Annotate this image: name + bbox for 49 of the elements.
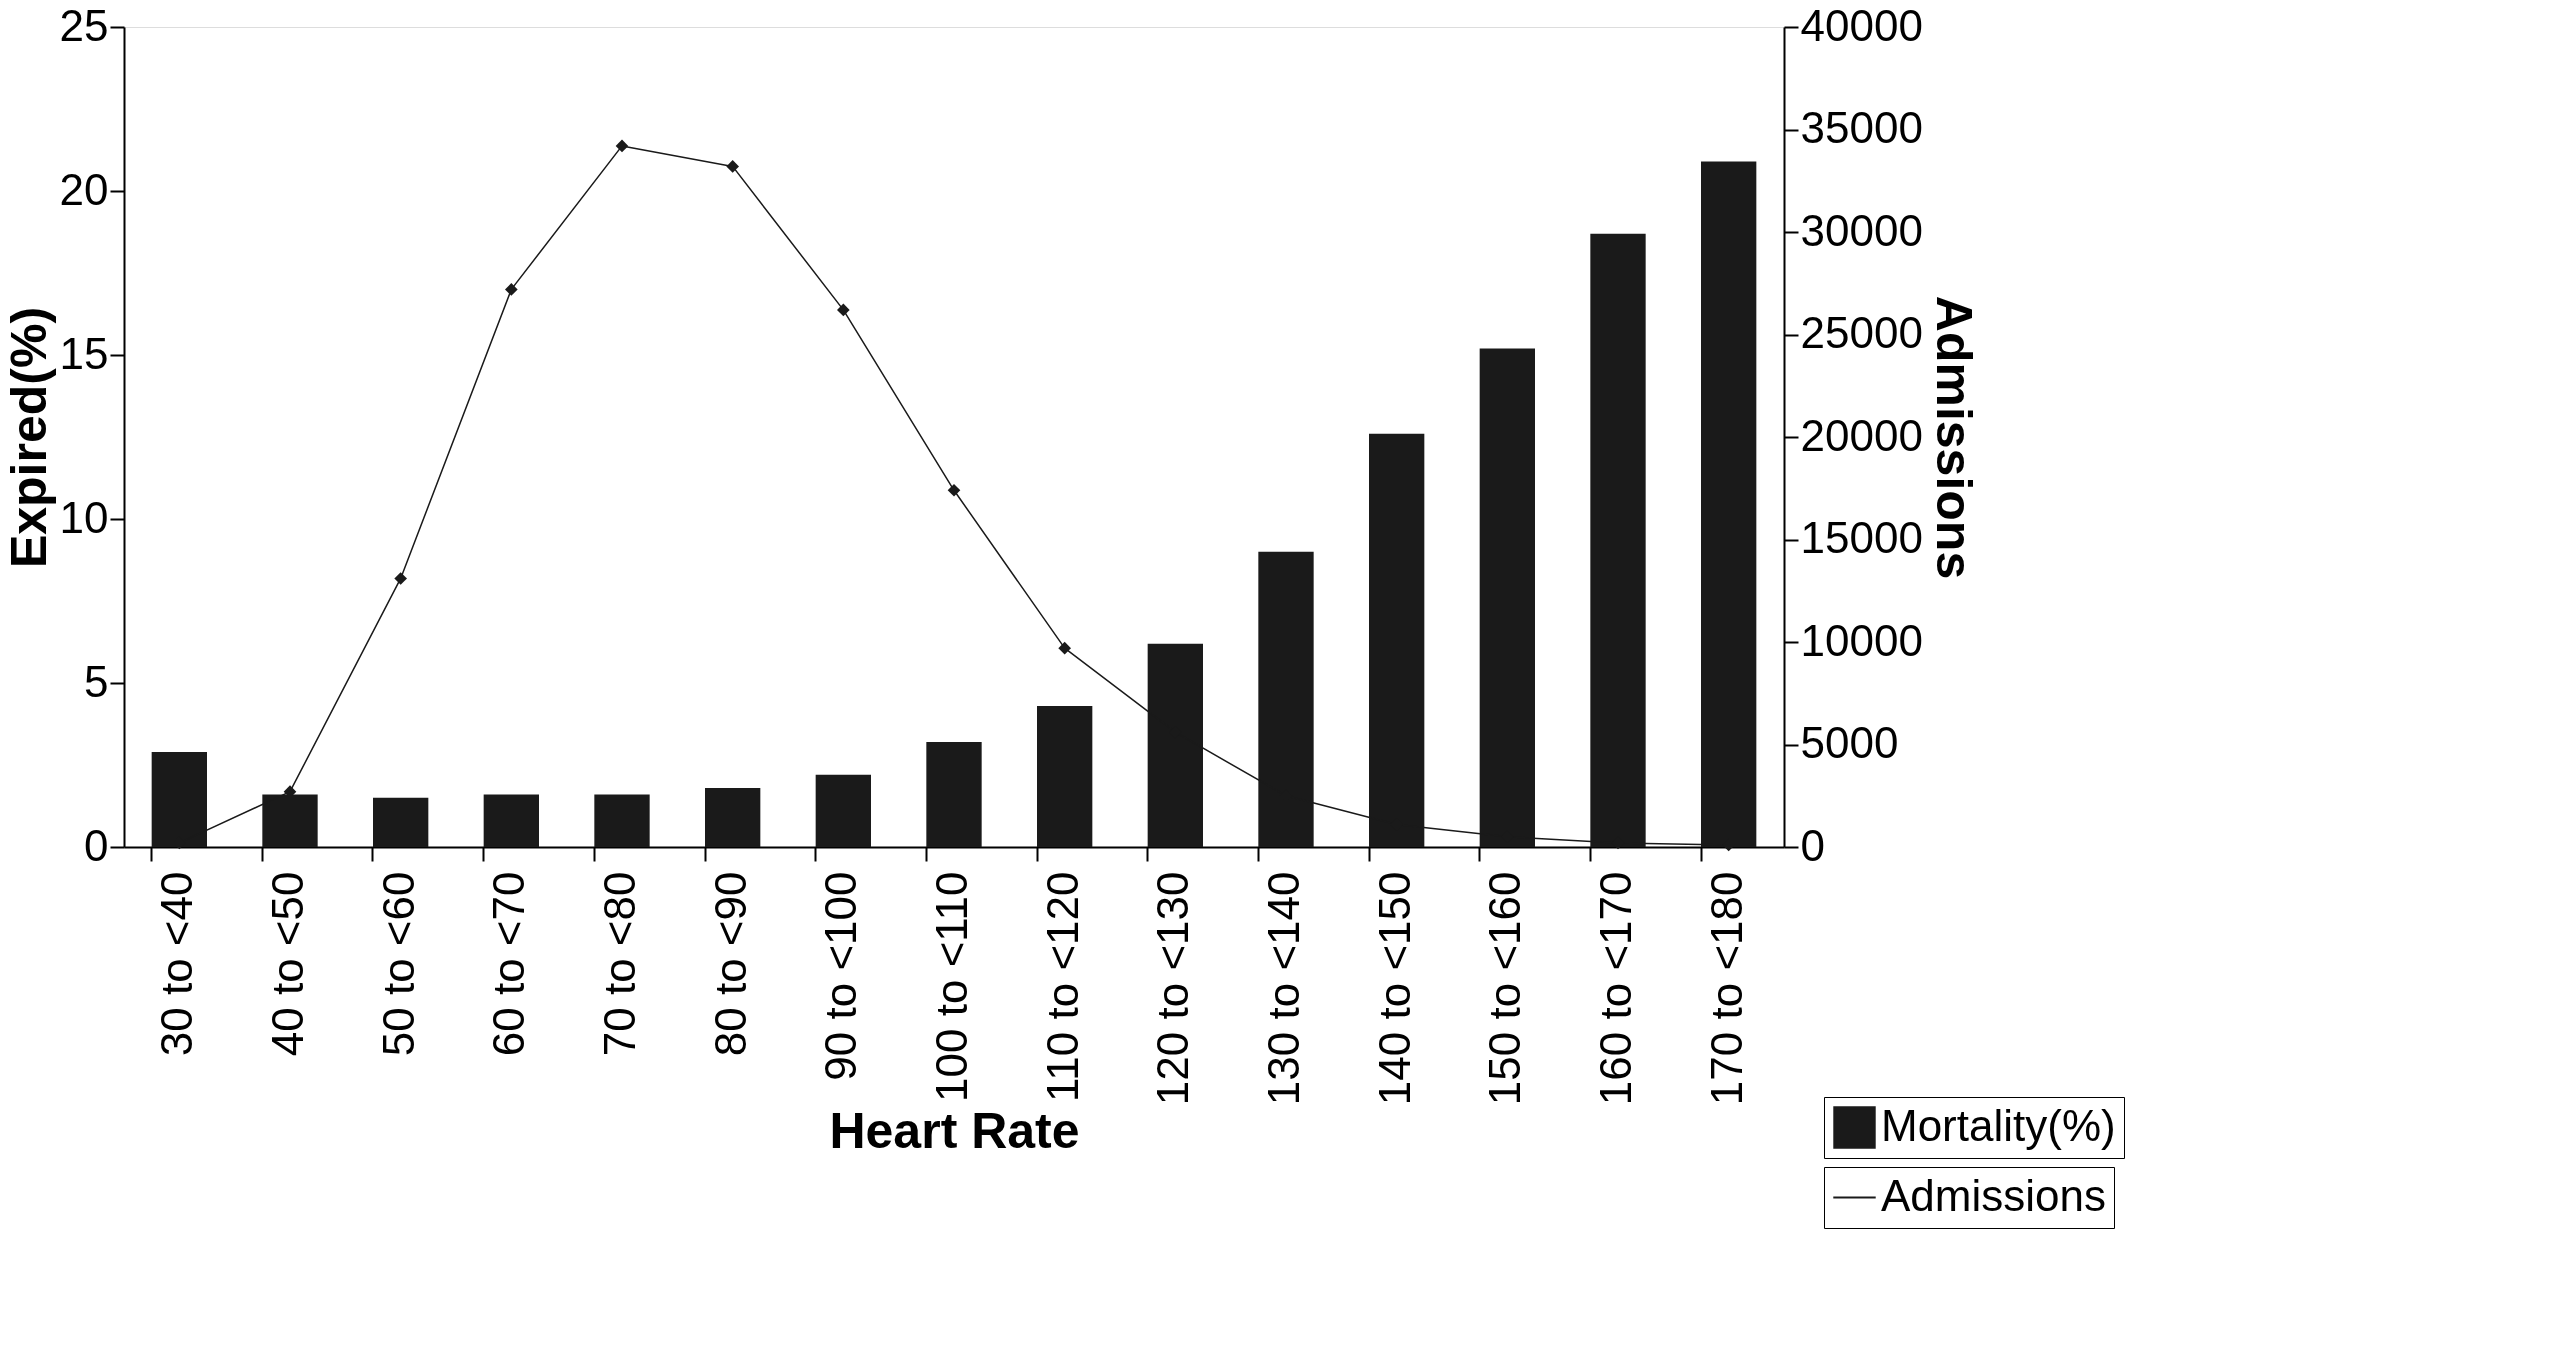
y2-tick-label: 10000 xyxy=(1800,615,1923,665)
point xyxy=(837,303,850,317)
y-tick-label: 15 xyxy=(59,328,109,378)
bar xyxy=(926,742,982,847)
bar xyxy=(483,794,539,847)
point xyxy=(1058,641,1071,655)
x-tick-label: 130 to <140 xyxy=(1259,871,1308,1106)
y2-tick-label: 30000 xyxy=(1800,205,1923,255)
x-tick-label: 120 to <130 xyxy=(1148,871,1198,1106)
y2-tick-label: 15000 xyxy=(1800,513,1923,562)
x-tick-label: 90 to <100 xyxy=(816,871,866,1081)
point xyxy=(394,572,407,585)
x-axis-title: Heart Rate xyxy=(829,1102,1080,1159)
x-tick-label: 80 to <90 xyxy=(705,871,755,1057)
x-tick-label: 40 to <50 xyxy=(263,871,312,1057)
y-tick-label: 20 xyxy=(59,164,109,214)
y2-tick-label: 35000 xyxy=(1800,103,1923,152)
y-tick-label: 0 xyxy=(84,820,109,870)
point xyxy=(726,160,739,173)
point xyxy=(947,483,961,497)
bar xyxy=(815,774,871,847)
x-tick-label: 50 to <60 xyxy=(373,871,423,1057)
bar xyxy=(705,787,761,847)
y-tick-label: 25 xyxy=(59,0,109,50)
x-tick-label: 110 to <120 xyxy=(1037,871,1087,1102)
y-axis-title: Expired(%) xyxy=(0,306,57,569)
x-tick-label: 140 to <150 xyxy=(1369,871,1419,1106)
x-tick-label: 70 to <80 xyxy=(595,871,644,1057)
y2-tick-label: 0 xyxy=(1800,820,1825,870)
legend-label: Mortality(%) xyxy=(1881,1100,2116,1150)
x-tick-label: 160 to <170 xyxy=(1591,871,1640,1106)
y2-axis-title: Admissions xyxy=(1925,295,1982,580)
y2-tick-label: 20000 xyxy=(1800,410,1923,460)
x-tick-label: 100 to <110 xyxy=(927,871,976,1102)
y-tick-label: 5 xyxy=(84,656,109,706)
legend-label: Admissions xyxy=(1881,1170,2106,1220)
point xyxy=(505,283,518,296)
x-tick-label: 150 to <160 xyxy=(1480,871,1530,1106)
y2-tick-label: 5000 xyxy=(1800,718,1899,767)
y2-tick-label: 25000 xyxy=(1800,308,1923,357)
bar xyxy=(373,797,429,847)
point xyxy=(615,139,629,153)
x-tick-label: 60 to <70 xyxy=(484,871,534,1057)
bar xyxy=(1037,705,1093,847)
bar xyxy=(594,794,650,847)
y-tick-label: 10 xyxy=(59,492,109,542)
x-tick-label: 30 to <40 xyxy=(152,871,202,1057)
x-tick-label: 170 to <180 xyxy=(1701,871,1751,1106)
y2-tick-label: 40000 xyxy=(1800,0,1923,50)
